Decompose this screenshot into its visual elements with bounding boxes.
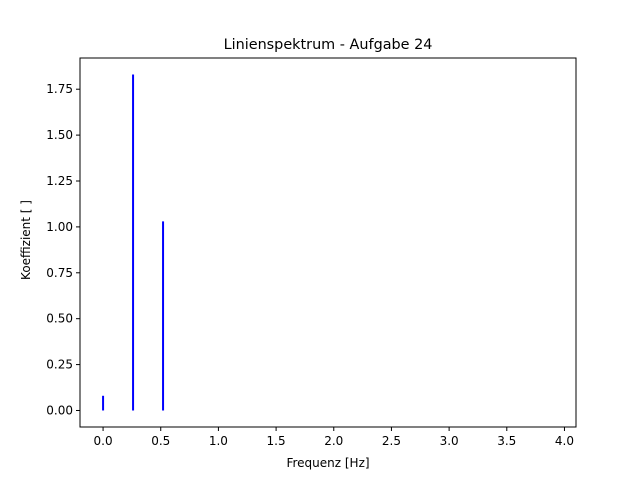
x-tick-label: 0.0 [94,434,113,448]
y-tick-label: 1.25 [46,174,73,188]
x-tick-label: 1.0 [209,434,228,448]
x-tick-label: 2.5 [382,434,401,448]
x-tick-label: 3.0 [440,434,459,448]
axes-frame [79,57,577,428]
x-tick-label: 1.5 [267,434,286,448]
y-tick-label: 0.50 [46,312,73,326]
y-tick-label: 0.75 [46,266,73,280]
y-tick-label: 0.00 [46,403,73,417]
plot-area: 0.0 0.5 1.0 1.5 2.0 2.5 3.0 3.5 4.0 0.00 0.25 0.50 0… [46,57,577,448]
x-tick-label: 3.5 [497,434,516,448]
chart-title: Linienspektrum - Aufgabe 24 [224,37,433,53]
y-tick-label: 1.00 [46,220,73,234]
x-tick-label: 0.5 [151,434,170,448]
y-tick-label: 1.50 [46,128,73,142]
y-tick-label: 0.25 [46,358,73,372]
x-tick-label: 2.0 [324,434,343,448]
y-tick-label: 1.75 [46,82,73,96]
x-axis-title: Frequenz [Hz] [286,456,369,470]
x-tick-label: 4.0 [555,434,574,448]
y-axis-title: Koeffizient [ ] [19,200,33,280]
